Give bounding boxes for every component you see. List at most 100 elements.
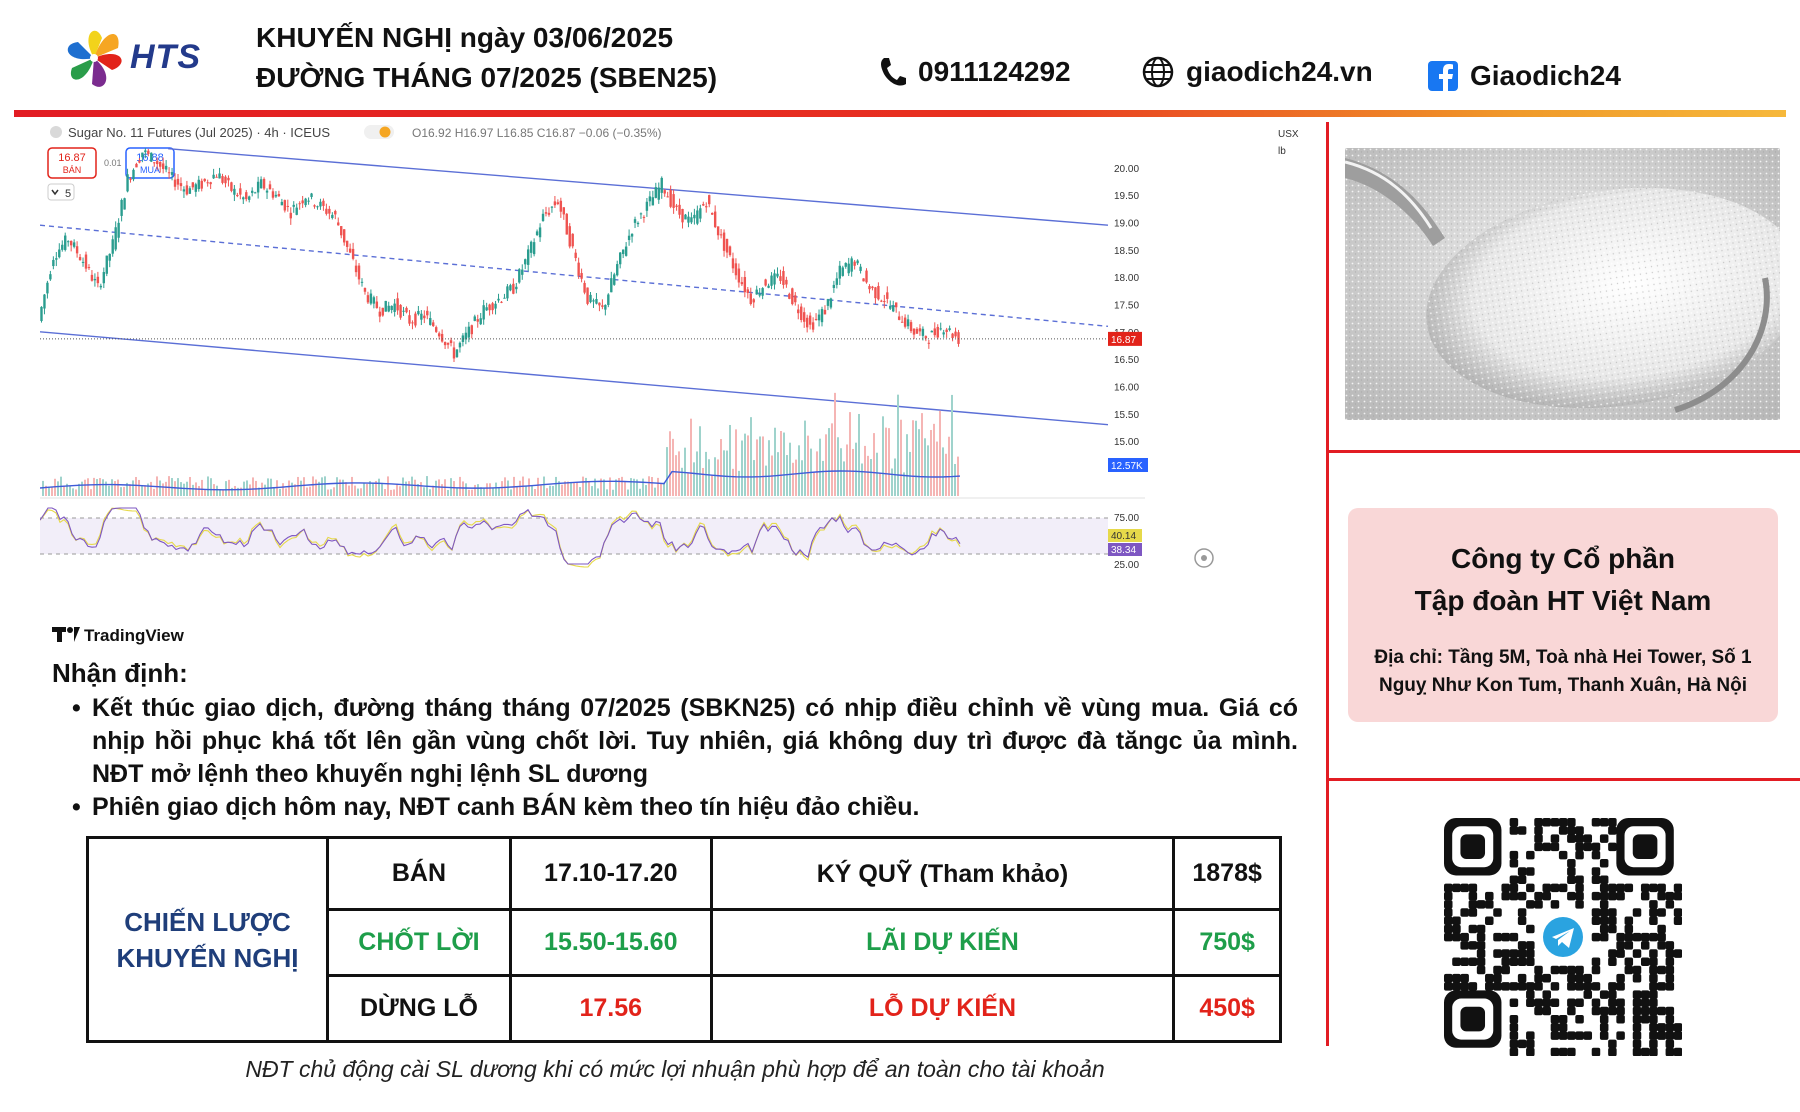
candle-body: [274, 194, 278, 197]
qr-module: [1632, 1023, 1642, 1032]
qr-module: [1468, 924, 1478, 934]
candle-body: [292, 204, 295, 207]
candle-body: [716, 226, 720, 236]
volume-bar: [780, 431, 782, 496]
price-chart[interactable]: Sugar No. 11 Futures (Jul 2025) · 4h · I…: [40, 122, 1320, 648]
qr-module: [1493, 973, 1502, 983]
qr-module: [1591, 875, 1601, 884]
candle-body: [800, 306, 803, 320]
candle-body: [467, 326, 471, 338]
qr-module: [1591, 932, 1601, 942]
qr-module: [1665, 1023, 1675, 1032]
volume-bar: [201, 479, 203, 496]
volume-bar: [684, 447, 686, 496]
volume-bar: [441, 484, 443, 496]
volume-bar: [225, 481, 227, 496]
expected-profit-label: LÃI DỰ KIẾN: [709, 908, 1176, 977]
candle-body: [423, 315, 426, 319]
volume-bar: [423, 487, 425, 496]
volume-bar: [240, 487, 242, 496]
action-cell: BÁN: [326, 836, 512, 911]
website-contact[interactable]: giaodich24.vn: [1142, 56, 1373, 88]
phone-contact[interactable]: 0911124292: [878, 56, 1071, 88]
qr-module: [1558, 1031, 1568, 1040]
volume-bar: [396, 483, 398, 496]
qr-module: [1649, 1014, 1658, 1024]
candle-body: [930, 330, 934, 333]
qr-module: [1558, 883, 1568, 893]
candle-body: [399, 304, 402, 318]
qr-module: [1493, 965, 1502, 975]
candle-body: [452, 347, 456, 359]
sell-box[interactable]: [47, 147, 97, 179]
candle-body: [262, 178, 266, 189]
candle-body: [479, 318, 482, 325]
candle-body: [209, 182, 212, 185]
candle-body: [500, 301, 503, 303]
volume-bar: [855, 442, 857, 496]
volume-bar: [342, 479, 344, 496]
qr-module: [1542, 818, 1551, 827]
volume-bar: [663, 482, 665, 496]
qr-module: [1558, 818, 1568, 827]
volume-bar: [564, 481, 566, 496]
indicator-toggle[interactable]: [47, 183, 75, 201]
recommendation-date-title: KHUYẾN NGHỊ ngày 03/06/2025: [256, 22, 674, 53]
volume-bar: [96, 479, 98, 496]
volume-bar: [711, 475, 713, 496]
candle-body: [874, 287, 877, 299]
candle-body: [734, 263, 738, 276]
volume-bar: [678, 451, 680, 496]
entry-range-cell: 17.10-17.20: [508, 836, 713, 911]
qr-module: [1575, 982, 1584, 991]
candle-body: [455, 349, 459, 358]
volume-bar: [759, 436, 761, 496]
candle-body: [571, 233, 574, 247]
candle-body: [301, 200, 304, 204]
facebook-contact[interactable]: Giaodich24: [1428, 60, 1621, 92]
chart-canvas[interactable]: Sugar No. 11 Futures (Jul 2025) · 4h · I…: [40, 122, 1320, 648]
candle-body: [426, 310, 429, 316]
candle-body: [909, 322, 913, 332]
volume-bar: [765, 465, 767, 496]
candle-body: [604, 304, 607, 310]
candle-body: [117, 222, 120, 238]
currency-label[interactable]: USX: [1278, 129, 1299, 140]
candle-body: [340, 226, 343, 236]
qr-module: [1567, 834, 1576, 843]
volume-bar: [126, 482, 128, 496]
volume-bar: [489, 483, 491, 496]
volume-bar: [756, 439, 758, 496]
volume-bar: [99, 478, 101, 496]
qr-module: [1616, 998, 1625, 1008]
qr-module: [1599, 916, 1609, 925]
unit-label[interactable]: lb: [1278, 146, 1286, 157]
phone-number: 0911124292: [918, 56, 1071, 87]
company-info-card: Công ty Cổ phần Tập đoàn HT Việt Nam Địa…: [1348, 508, 1778, 722]
qr-module: [1526, 924, 1535, 934]
qr-module: [1558, 1023, 1568, 1032]
buy-box[interactable]: [125, 147, 175, 179]
qr-module: [1632, 973, 1642, 983]
candle-body: [150, 152, 153, 162]
volume-bar: [912, 420, 914, 496]
volume-bar: [273, 486, 275, 496]
volume-bar: [729, 424, 731, 496]
candle-body: [936, 326, 939, 338]
qr-module: [1493, 982, 1502, 991]
qr-module: [1575, 875, 1584, 884]
company-name-line2: Tập đoàn HT Việt Nam: [1414, 585, 1712, 616]
volume-bar: [873, 433, 875, 496]
qr-module: [1665, 949, 1675, 958]
volume-bar: [813, 472, 815, 496]
qr-module: [1542, 998, 1551, 1008]
price-tick-label: 16.00: [1114, 382, 1139, 393]
qr-module: [1534, 891, 1543, 901]
candle-body: [918, 328, 922, 332]
qr-module: [1649, 883, 1658, 893]
qr-module: [1517, 908, 1527, 917]
telegram-qr-code[interactable]: [1444, 818, 1683, 1057]
qr-module: [1583, 834, 1593, 843]
candle-body: [408, 315, 411, 324]
margin-label-cell: KÝ QUỸ (Tham khảo): [709, 836, 1176, 911]
